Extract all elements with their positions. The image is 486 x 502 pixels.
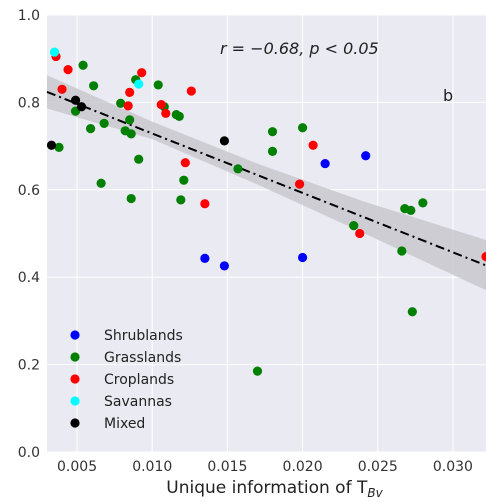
point-grasslands xyxy=(125,115,135,125)
legend-marker-grasslands xyxy=(70,352,80,362)
point-grasslands xyxy=(267,127,278,137)
legend-label-croplands: Croplands xyxy=(104,372,174,388)
x-tick-label: 0.010 xyxy=(132,459,172,475)
point-croplands xyxy=(137,68,147,78)
regression-fit-line xyxy=(46,90,486,267)
point-croplands xyxy=(186,86,196,96)
point-croplands xyxy=(308,140,318,150)
x-tick-label: 0.025 xyxy=(358,459,398,475)
point-croplands xyxy=(481,252,486,262)
point-mixed xyxy=(76,102,87,112)
x-tick-label: 0.030 xyxy=(433,459,473,475)
point-shrublands xyxy=(297,252,308,263)
point-grasslands xyxy=(96,178,106,188)
legend-marker-shrublands xyxy=(70,330,80,340)
y-tick-label: 0.4 xyxy=(18,270,40,286)
point-croplands xyxy=(200,199,210,209)
point-grasslands xyxy=(54,142,64,153)
point-shrublands xyxy=(320,158,330,169)
point-shrublands xyxy=(361,151,371,161)
point-savannas xyxy=(49,47,60,57)
point-croplands xyxy=(355,228,365,239)
legend-label-mixed: Mixed xyxy=(104,416,145,432)
point-mixed xyxy=(70,95,81,105)
point-grasslands xyxy=(233,164,243,174)
x-tick-label: 0.015 xyxy=(207,459,247,475)
confidence-band xyxy=(47,75,486,291)
y-tick-label: 0.0 xyxy=(18,445,40,461)
legend-label-savannas: Savannas xyxy=(104,394,172,410)
point-grasslands xyxy=(349,221,359,231)
point-grasslands xyxy=(126,193,136,204)
point-grasslands xyxy=(153,80,163,90)
point-grasslands xyxy=(297,123,308,133)
point-grasslands xyxy=(179,175,189,185)
legend-label-grasslands: Grasslands xyxy=(104,350,181,366)
point-grasslands xyxy=(418,198,428,208)
y-tick-label: 0.8 xyxy=(18,95,40,111)
y-tick-label: 0.2 xyxy=(18,358,40,374)
x-tick-label: 0.005 xyxy=(57,459,97,475)
point-grasslands xyxy=(176,195,186,205)
point-grasslands xyxy=(134,154,144,164)
y-tick-label: 1.0 xyxy=(18,8,40,24)
point-shrublands xyxy=(200,253,210,264)
point-grasslands xyxy=(267,146,278,156)
correlation-annotation: r = −0.68, p < 0.05 xyxy=(220,39,379,58)
point-grasslands xyxy=(78,60,88,70)
point-grasslands xyxy=(397,246,407,256)
point-croplands xyxy=(63,65,73,75)
point-croplands xyxy=(180,158,190,168)
point-grasslands xyxy=(407,307,417,317)
legend-marker-savannas xyxy=(70,396,80,406)
x-tick-label: 0.020 xyxy=(283,459,323,475)
point-croplands xyxy=(156,99,166,110)
legend-marker-mixed xyxy=(70,418,80,428)
point-grasslands xyxy=(174,111,184,121)
point-shrublands xyxy=(219,261,230,271)
point-grasslands xyxy=(252,366,263,376)
point-grasslands xyxy=(99,118,109,128)
point-grasslands xyxy=(116,98,126,108)
point-savannas xyxy=(134,79,144,89)
point-grasslands xyxy=(406,205,416,215)
point-mixed xyxy=(219,136,230,146)
point-croplands xyxy=(125,87,135,97)
point-mixed xyxy=(46,140,57,150)
point-grasslands xyxy=(126,129,136,139)
y-tick-label: 0.6 xyxy=(18,183,40,199)
point-croplands xyxy=(123,101,133,111)
x-axis-title: Unique information of TBv xyxy=(166,478,383,500)
point-croplands xyxy=(57,84,67,94)
point-croplands xyxy=(294,179,305,189)
point-croplands xyxy=(161,108,171,118)
point-grasslands xyxy=(85,124,96,134)
legend-marker-croplands xyxy=(70,374,80,384)
panel-label: b xyxy=(443,86,453,105)
point-grasslands xyxy=(89,81,99,91)
legend-label-shrublands: Shrublands xyxy=(104,328,183,344)
